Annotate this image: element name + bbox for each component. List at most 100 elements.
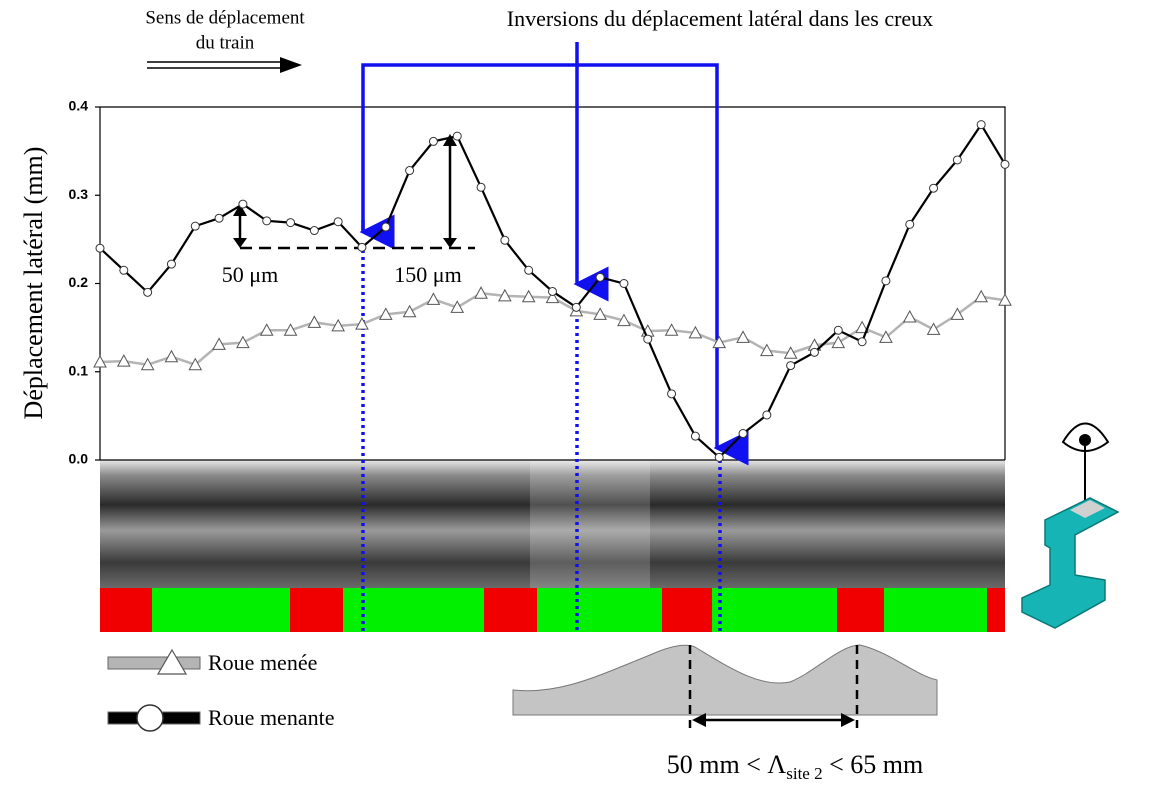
triangle-marker bbox=[93, 354, 107, 368]
triangle-marker bbox=[236, 335, 250, 349]
circle-marker bbox=[833, 325, 843, 335]
triangle-marker bbox=[902, 309, 917, 323]
circle-marker bbox=[381, 222, 391, 232]
triangle-marker bbox=[164, 349, 179, 363]
series bbox=[93, 286, 1012, 371]
triangle-marker bbox=[617, 313, 631, 327]
circle-marker bbox=[286, 218, 296, 228]
circle-marker bbox=[667, 389, 677, 399]
series bbox=[95, 120, 1010, 462]
rail-icon bbox=[1021, 422, 1120, 629]
circle-marker bbox=[262, 216, 272, 226]
circle-marker bbox=[476, 182, 486, 192]
triangle-marker bbox=[140, 357, 155, 371]
circle-marker bbox=[1000, 159, 1010, 169]
triangle-marker bbox=[950, 307, 965, 320]
circle-marker bbox=[952, 155, 962, 165]
y-tick-label: 0.0 bbox=[69, 451, 89, 467]
circle-marker bbox=[929, 183, 939, 193]
triangle-marker bbox=[498, 288, 512, 302]
circle-marker bbox=[595, 272, 605, 282]
legend-marker bbox=[156, 648, 188, 675]
circle-marker bbox=[524, 265, 534, 275]
circle-marker bbox=[333, 217, 343, 227]
circle-marker bbox=[762, 410, 772, 420]
triangle-marker bbox=[831, 335, 846, 349]
triangle-marker bbox=[355, 317, 369, 330]
circle-marker bbox=[714, 452, 724, 462]
legend-label: Roue menante bbox=[208, 705, 334, 730]
circle-marker bbox=[905, 219, 915, 229]
rail-highlight bbox=[530, 460, 650, 588]
triangle-marker bbox=[688, 325, 703, 339]
wavelength-text: 50 mm < Λ bbox=[667, 750, 787, 779]
triangle-marker bbox=[759, 343, 774, 357]
circle-marker bbox=[95, 243, 105, 253]
circle-marker bbox=[690, 431, 700, 441]
circle-marker bbox=[809, 347, 819, 357]
y-tick-label: 0.1 bbox=[69, 362, 89, 378]
triangle-marker bbox=[259, 323, 274, 336]
triangle-marker bbox=[426, 292, 441, 305]
direction-arrow bbox=[147, 57, 302, 73]
triangle-marker bbox=[212, 337, 226, 350]
triangle-marker bbox=[855, 320, 869, 334]
series-line bbox=[99, 291, 1006, 367]
circle-marker bbox=[786, 361, 796, 371]
circle-marker bbox=[238, 199, 248, 209]
circle-marker bbox=[214, 213, 224, 223]
rail-profile bbox=[512, 644, 938, 716]
amplitude-marks bbox=[233, 134, 475, 250]
circle-marker bbox=[643, 334, 653, 344]
wavelength-marks bbox=[688, 645, 859, 728]
triangle-marker bbox=[283, 323, 298, 336]
triangle-marker bbox=[116, 354, 131, 367]
triangle-marker bbox=[736, 330, 750, 343]
y-tick-label: 0.2 bbox=[69, 274, 89, 290]
inversion-arrows bbox=[359, 42, 749, 466]
y-tick-label: 0.3 bbox=[69, 186, 89, 202]
triangle-marker bbox=[783, 346, 798, 359]
triangle-marker bbox=[998, 293, 1012, 306]
zone-bar bbox=[100, 588, 1005, 632]
direction-label: Sens de déplacement bbox=[145, 7, 305, 28]
triangle-marker bbox=[879, 330, 893, 343]
circle-marker bbox=[190, 221, 200, 231]
triangle-marker bbox=[974, 289, 989, 303]
triangle-marker bbox=[664, 323, 679, 336]
circle-marker bbox=[119, 265, 129, 275]
y-axis-label: Déplacement latéral (mm) bbox=[19, 147, 48, 420]
circle-marker bbox=[405, 166, 415, 176]
triangle-marker bbox=[378, 307, 393, 320]
triangle-marker bbox=[521, 289, 536, 303]
circle-marker bbox=[452, 131, 462, 141]
legend-marker bbox=[136, 704, 164, 732]
circle-marker bbox=[500, 235, 510, 245]
inversion-label: Inversions du déplacement latéral dans l… bbox=[507, 6, 933, 31]
amplitude-label: 50 μm bbox=[222, 262, 278, 287]
inversion-dotted bbox=[361, 250, 722, 632]
triangle-marker bbox=[450, 300, 465, 313]
circle-marker bbox=[881, 276, 891, 286]
circle-marker bbox=[548, 286, 557, 296]
wavelength-text: < 65 mm bbox=[823, 750, 924, 779]
legend-swatch bbox=[107, 656, 201, 670]
triangle-marker bbox=[307, 315, 322, 328]
circle-marker bbox=[738, 429, 748, 439]
triangle-marker bbox=[188, 357, 203, 371]
triangle-marker bbox=[712, 335, 727, 349]
circle-marker bbox=[976, 120, 986, 130]
circle-marker bbox=[166, 259, 176, 269]
triangle-marker bbox=[593, 307, 607, 320]
circle-marker bbox=[428, 136, 438, 146]
direction-label: du train bbox=[196, 32, 255, 53]
triangle-marker bbox=[545, 290, 560, 304]
rail-photo bbox=[100, 460, 1005, 588]
circle-marker bbox=[357, 242, 367, 252]
triangle-marker bbox=[402, 304, 417, 318]
circle-marker bbox=[619, 279, 629, 288]
triangle-marker bbox=[926, 322, 941, 335]
circle-marker bbox=[143, 287, 153, 297]
legend-label: Roue menée bbox=[208, 650, 317, 675]
